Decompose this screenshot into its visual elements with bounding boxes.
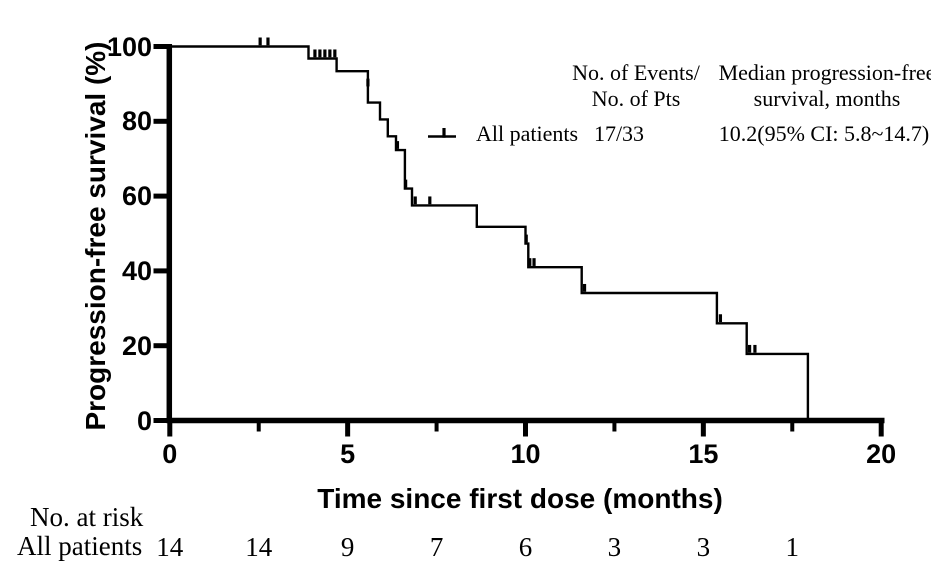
legend-median-value: 10.2(95% CI: 5.8~14.7) [718,121,930,146]
x-tick-label: 5 [340,439,356,469]
at-risk-value: 3 [607,532,622,562]
at-risk-value: 3 [696,532,711,562]
at-risk-value: 14 [245,532,273,562]
at-risk-value: 7 [429,532,444,562]
y-tick-label: 60 [121,181,152,212]
y-tick-label: 0 [136,405,152,436]
y-tick-label: 100 [106,31,152,62]
at-risk-value: 1 [785,532,800,562]
x-tick-label: 15 [688,439,719,469]
y-axis-title: Progression-free survival (%) [80,41,111,431]
at-risk-value: 14 [156,532,184,562]
at-risk-value: 6 [518,532,533,562]
legend-median-header-line2: survival, months [753,86,901,111]
y-tick-label: 20 [121,330,152,361]
legend-median-header-line1: Median progression-free [718,60,931,85]
legend-series-label: All patients [476,121,579,146]
at-risk-row-label: All patients [17,531,143,561]
at-risk-title: No. at risk [30,502,144,532]
x-tick-label: 20 [866,439,897,469]
km-curve-all-patients [169,45,810,421]
x-tick-label: 10 [510,439,541,469]
legend-events-header-line1: No. of Events/ [572,60,700,85]
legend-events-header-line2: No. of Pts [591,86,681,111]
y-tick-label: 40 [121,255,152,286]
legend-events-value: 17/33 [593,121,645,146]
x-axis-title: Time since first dose (months) [317,483,723,514]
y-tick-label: 80 [121,106,152,137]
at-risk-value: 9 [340,532,355,562]
x-tick-label: 0 [162,439,178,469]
